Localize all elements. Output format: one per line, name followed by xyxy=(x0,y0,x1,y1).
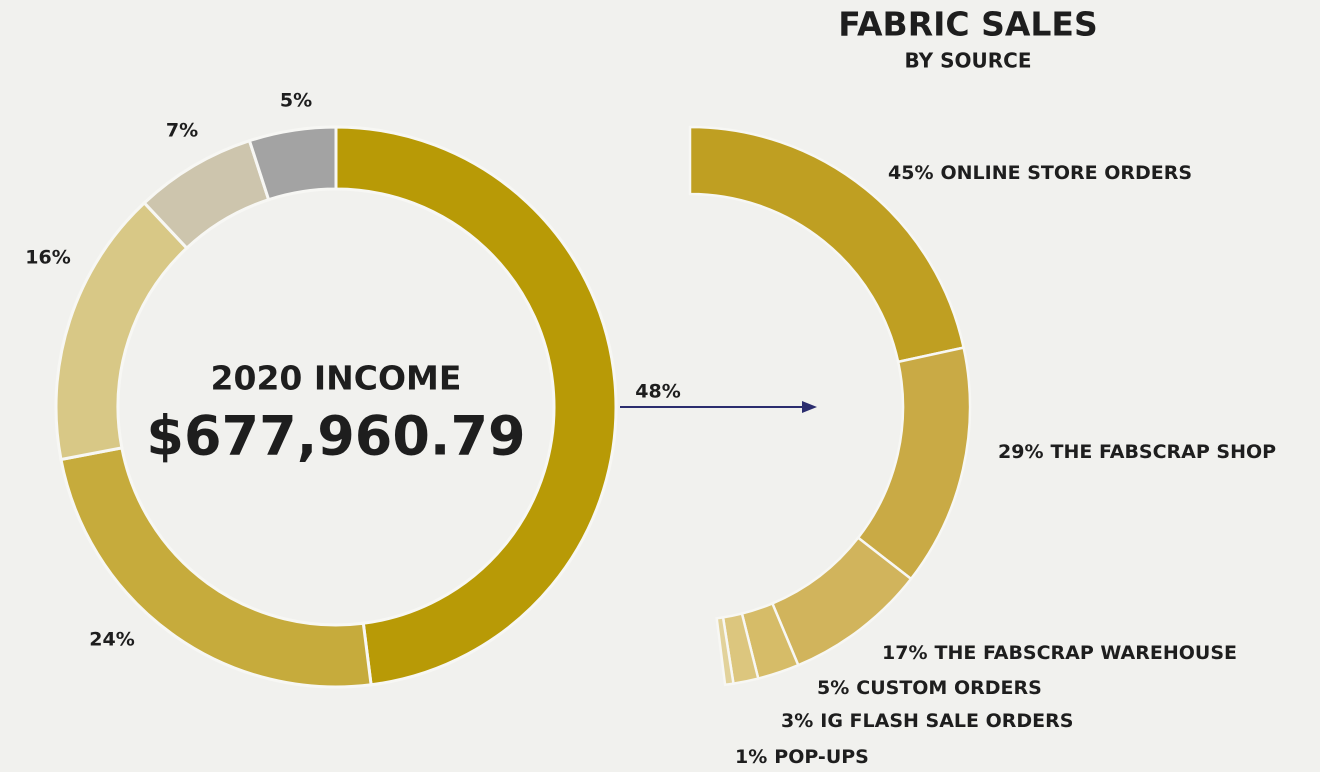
category-label: THE FABSCRAP SHOP xyxy=(1050,441,1276,463)
segment-label: 45% ONLINE STORE ORDERS xyxy=(888,162,1192,184)
segment-label: 5% CUSTOM ORDERS xyxy=(817,677,1042,699)
chart-subtitle: BY SOURCE xyxy=(905,49,1032,73)
segment-label: 3% IG FLASH SALE ORDERS xyxy=(781,710,1073,732)
value-label: 48% xyxy=(635,381,680,403)
value-label: 16% xyxy=(25,247,70,269)
value-label: 45% xyxy=(888,162,933,184)
donut-segment xyxy=(334,125,618,687)
category-label: IG FLASH SALE ORDERS xyxy=(820,710,1073,732)
arc-segment xyxy=(715,615,735,687)
segment-label: 17% THE FABSCRAP WAREHOUSE xyxy=(882,642,1237,664)
value-label: 3% xyxy=(781,710,813,732)
value-label: 7% xyxy=(166,120,198,142)
category-label: ONLINE STORE ORDERS xyxy=(940,162,1192,184)
category-label: POP-UPS xyxy=(774,746,869,768)
category-label: THE FABSCRAP WAREHOUSE xyxy=(934,642,1237,664)
chart-title: FABRIC SALES xyxy=(838,5,1098,44)
donut-segment xyxy=(247,125,338,202)
arrow-head xyxy=(802,401,817,413)
center-total: $677,960.79 xyxy=(146,405,525,468)
value-label: 17% xyxy=(882,642,927,664)
value-label: 29% xyxy=(998,441,1043,463)
value-label: 24% xyxy=(89,629,134,651)
category-label: CUSTOM ORDERS xyxy=(856,677,1042,699)
center-title: 2020 INCOME xyxy=(211,359,462,398)
value-label: 1% xyxy=(735,746,767,768)
segment-label: 29% THE FABSCRAP SHOP xyxy=(998,441,1276,463)
segment-label: 1% POP-UPS xyxy=(735,746,869,768)
value-label: 5% xyxy=(280,90,312,112)
value-label: 5% xyxy=(817,677,849,699)
